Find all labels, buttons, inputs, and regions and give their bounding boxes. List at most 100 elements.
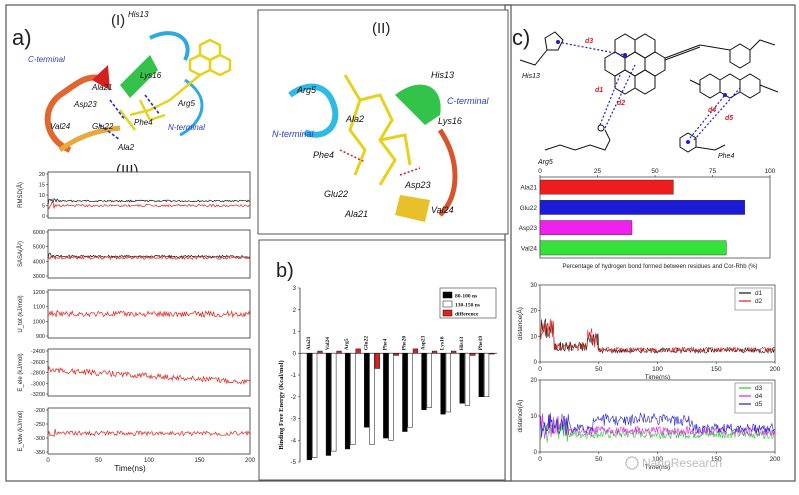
b-category-label: Asp23 [421,335,427,350]
c-hbar-bar [539,240,727,256]
c-hbar-bar [539,200,745,215]
label-val24-II: Val24 [431,205,454,215]
ribbon-helix-red-I [92,65,110,90]
b-bar-difference [451,350,457,354]
md-ytick-label-utot: 1100 [33,305,45,311]
label-his13-c: His13 [522,73,540,80]
md-ytick-label-eele: -2400 [31,349,45,355]
c-line1-legend-label: d2 [755,298,763,305]
c-line1-xtick-label: 0 [538,366,542,373]
b-legend-label: difference [455,312,479,318]
label-d2: d2 [617,100,625,107]
c-hbar-category-label: Val24 [521,245,538,252]
md-ylabel-utot: U_tot (kJ/mol) [18,295,24,332]
panel-b-label: b) [276,260,294,282]
c-hbar-xtick-label: 0 [538,168,542,175]
label-n-terminal-I: N-terminal [168,123,205,132]
label-phe4-c: Phe4 [718,153,734,160]
c-line2-ytick-label: 10 [530,414,537,420]
protein-structure-II [288,74,458,222]
b-ytick-label: -1 [291,373,297,379]
b-ylabel: Binding Free Energy (Kcal/mol) [278,360,285,449]
b-bar-difference [374,353,380,369]
b-bar-130-150-ns [312,353,318,458]
md-ytick-label-evdw: -300 [34,436,45,442]
b-legend-swatch [442,291,453,299]
ligand-II [343,74,412,186]
c-line1-ytick-label: 0 [534,360,538,366]
b-legend-label: 80-100 ns [455,294,477,300]
structure-II-labels: Arg5 His13 C-terminal Ala2 Lys16 N-termi… [272,70,490,219]
b-ytick-label: -2 [291,395,297,401]
b-legend-swatch [442,300,453,308]
c-line2-xtick-label: 50 [595,456,603,463]
label-c-terminal-II: C-terminal [447,96,490,106]
b-category-label: Val24 [325,337,331,350]
label-phe4-I: Phe4 [134,118,153,127]
label-val24-I: Val24 [50,122,71,131]
md-ytick-label-sasa: 3000 [33,274,45,280]
c-line1-xlabel: Time(ns) [645,374,670,381]
c-line1-ylabel: distance(Å) [515,307,524,340]
md-plot-frame-sasa [47,229,251,279]
c-line1-xtick-label: 50 [595,366,603,373]
c-hbar-category-label: Glu22 [520,205,538,212]
ribbon-loop-blue-I [149,31,190,61]
md-trace-eele [47,365,251,386]
md-ytick-label-rmsd: 20 [39,172,45,178]
centroid-dots [556,40,727,144]
md-time-series: 20151050RMSD(Å)6000500040003000SASA(Å²)1… [17,171,256,464]
b-bar-difference [431,350,438,354]
c-line2-ylabel: distance(Å) [515,400,524,433]
md-xtick-label: 150 [194,458,205,464]
md-ytick-label-eele: -3200 [31,392,45,398]
md-ytick-label-eele: -2800 [31,371,45,377]
md-ytick-label-rmsd: 10 [39,193,45,199]
b-legend-swatch [442,309,453,317]
md-ytick-label-rmsd: 5 [42,204,45,210]
label-c-terminal-I: C-terminal [28,55,65,64]
c-line2-legend-label: d3 [755,385,763,392]
b-bar-difference [317,350,323,354]
b-category-label: Phe4 [382,338,388,350]
label-ala21-I: Ala21 [91,83,112,92]
b-category-label: Lys16 [440,336,446,350]
b-bar-80-100-ns [421,353,427,411]
b-bar-difference [355,348,361,354]
label-d3: d3 [585,38,593,45]
md-ylabel-evdw: E_vdw (kJ/mol) [18,410,24,451]
b-category-label: Phe20 [402,336,408,351]
c-hbar-category-label: Ala21 [520,185,537,192]
label-his13-II: His13 [431,70,454,80]
c-line2-xtick-label: 200 [770,456,781,463]
panel-II-frame [257,9,509,235]
c-line1-xtick-label: 100 [652,366,663,373]
md-xtick-label: 100 [144,458,155,464]
b-bar-80-100-ns [344,353,351,450]
distance-lines [557,41,741,141]
b-ytick-label: 0 [293,351,297,357]
structure-I-labels: His13 C-terminal Lys16 Ala21 Arg5 Asp23 … [28,10,205,152]
b-category-label: His13 [459,337,465,351]
b-bar-80-100-ns [306,353,312,461]
md-ytick-label-utot: 1000 [33,319,45,325]
md-trace-evdw [47,429,251,437]
hbond-percentage-chart: 0 25 50 75 100 Ala21 Glu22 Asp23 Val24 Percentage… [519,168,776,270]
arginine-arg5 [544,124,611,151]
md-trace-sasa [47,255,251,261]
md-plot-frame-rmsd [47,171,251,219]
label-ala21-II: Ala21 [344,209,368,219]
md-ytick-label-rmsd: 15 [39,183,45,189]
imidazole-his13 [519,31,564,66]
md-time-axis-label: Time(ns) [114,464,146,473]
residue-labels: His13 Arg5 Phe4 [522,73,734,166]
md-ytick-label-sasa: 6000 [33,230,45,236]
md-ytick-label-eele: -3000 [31,381,45,387]
md-ytick-label-sasa: 5000 [33,245,45,251]
ribbon-loop-cyan-II [288,83,339,138]
c-line2-series-d5 [539,412,775,438]
c-line2-legend-label: d4 [755,393,763,400]
md-ytick-label-eele: -2600 [31,360,45,366]
